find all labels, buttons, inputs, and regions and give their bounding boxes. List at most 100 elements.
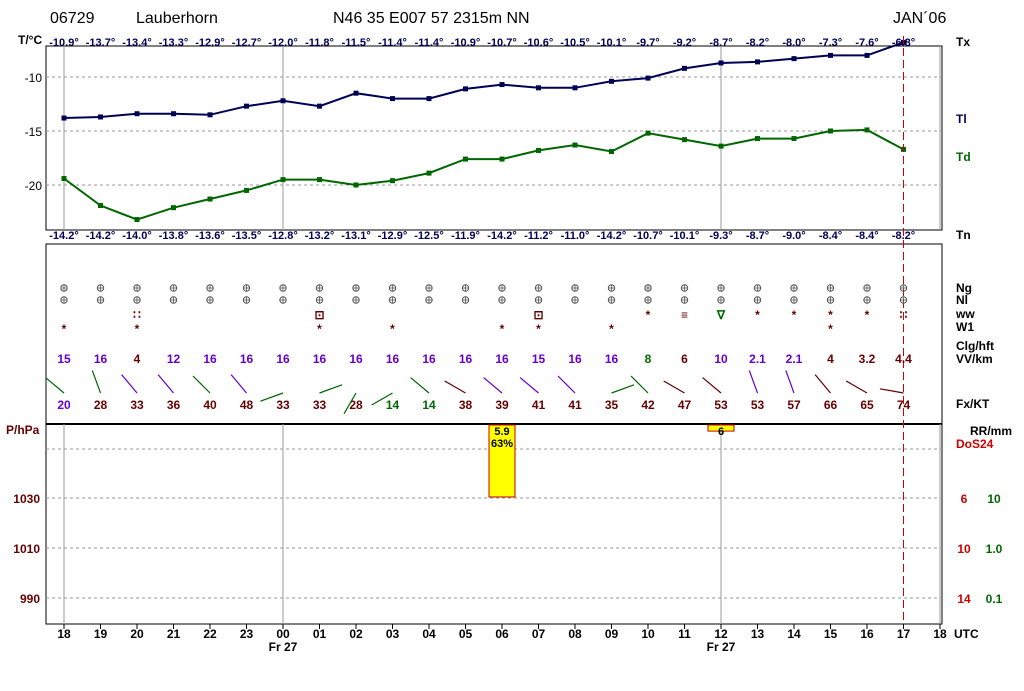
wind-barb-icon [557,375,576,394]
series-line-tl [63,41,904,119]
ng-cloud-icon [826,284,835,292]
temp-tick-label: -15 [25,125,43,139]
x-tick-label: 15 [824,627,838,641]
ng-cloud-icon [96,284,105,292]
vv-label: VV/km [956,352,993,366]
tx-value: -8.2° [746,37,769,49]
tn-value: -10.7° [633,230,662,242]
visibility-value: 16 [276,352,290,366]
series-point-tl [134,111,140,117]
tn-value: -10.1° [670,230,699,242]
temp-tick-label: -10 [25,71,43,85]
month-label: JAN´06 [893,10,946,27]
ng-cloud-icon [425,284,433,292]
ww-symbol: * [828,308,833,322]
series-point-tl [353,90,359,96]
visibility-value: 16 [459,352,473,366]
visibility-value: 4.4 [895,352,912,366]
gust-value: 53 [714,398,728,412]
series-point-td [207,196,213,202]
ng-cloud-icon [242,284,251,292]
visibility-value: 16 [349,352,363,366]
temp-axis-label: T/°C [18,33,42,47]
ww-symbol: ∇ [716,308,726,322]
wind-barb-icon [319,384,343,394]
nl-cloud-icon [60,296,68,304]
nl-cloud-icon [206,296,214,304]
series-point-tl [645,75,651,81]
ng-cloud-icon [352,284,360,292]
wind-barb-icon [748,370,759,394]
series-point-td [61,176,67,182]
gust-value: 38 [459,398,473,412]
visibility-value: 16 [94,352,108,366]
tx-value: -11.5° [342,37,371,49]
ng-cloud-icon [790,284,798,292]
series-point-td [609,149,614,155]
series-point-tl [755,59,760,65]
weather-symbols: ∷ ⊡ ⊡ * ≡ ∇ * * * * ∷* * * * * * * * [45,284,908,415]
w1-snow-icon: * [536,322,541,336]
visibility-value: 16 [313,352,327,366]
pressure-tick-label: 1030 [13,492,40,506]
ng-label: Ng [956,281,972,295]
series-point-td [390,178,395,184]
series-layer [61,36,906,624]
tn-label: Tn [956,228,971,242]
series-point-tl [61,115,67,121]
series-point-tl [828,52,833,58]
x-tick-label: 17 [897,627,911,641]
x-tick-label: 14 [787,627,801,641]
tx-value: -9.2° [673,37,696,49]
gust-value: 53 [751,398,765,412]
w1-snow-icon: * [62,322,67,336]
wind-barb-icon [91,370,102,394]
visibility-value: 2.1 [786,352,803,366]
w1-snow-icon: * [828,322,833,336]
nl-cloud-icon [717,296,725,304]
series-point-td [755,136,760,142]
series-point-tl [536,85,541,91]
wind-barb-icon [260,392,284,402]
nl-label: Nl [956,293,968,307]
visibility-value: 16 [422,352,436,366]
nl-cloud-icon [644,296,652,304]
pressure-axis-label: P/hPa [6,423,40,437]
precip-bar [707,424,735,432]
tn-value: -8.2° [892,230,915,242]
series-point-td [98,203,103,209]
gust-value: 33 [313,398,327,412]
wind-barb-icon [157,374,174,394]
gust-value: 57 [787,398,801,412]
ww-symbol: * [755,308,760,322]
ng-cloud-icon [133,284,141,292]
ng-cloud-icon [644,284,652,292]
ng-cloud-icon [388,284,397,292]
x-tick-label: 09 [605,627,619,641]
tn-value: -8.4° [819,230,842,242]
visibility-value: 15 [532,352,546,366]
series-point-td [317,177,322,183]
x-tick-label: 02 [349,627,363,641]
gust-value: 66 [824,398,838,412]
station-coords: N46 35 E007 57 2315m NN [333,10,530,27]
tl-label: Tl [956,112,967,126]
rr-tick-red: 6 [961,492,968,506]
gust-value: 14 [422,398,436,412]
x-tick-label: 12 [714,627,728,641]
weather-panel [45,243,943,625]
series-point-td [645,130,651,136]
tx-value: -8.0° [782,37,805,49]
tn-value: -14.2° [487,230,516,242]
ng-cloud-icon [461,284,470,292]
tx-value: -6.8° [892,37,915,49]
wind-barb-icon [814,374,831,394]
nl-cloud-icon [242,296,251,304]
pressure-tick-label: 1010 [13,542,40,556]
ww-label: ww [955,307,975,321]
ng-cloud-icon [863,284,871,292]
x-tick-label: 04 [422,627,436,641]
gust-value: 40 [203,398,217,412]
wind-barb-icon [879,388,904,394]
tx-value: -10.7° [487,37,516,49]
